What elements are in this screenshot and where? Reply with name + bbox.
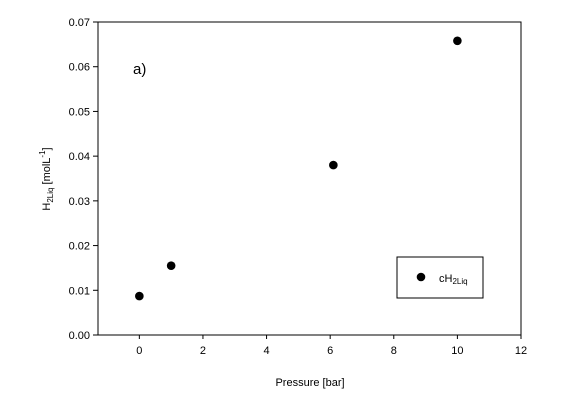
x-tick-label: 12 — [515, 345, 527, 357]
y-tick-label: 0.00 — [69, 330, 90, 342]
data-point — [329, 160, 338, 170]
data-point — [453, 36, 462, 46]
y-axis-title: H2Liq [molL-1] — [38, 147, 55, 210]
data-point — [166, 261, 176, 270]
legend-label: cH2Liq — [439, 273, 468, 286]
x-tick-label: 10 — [451, 345, 463, 357]
legend-box — [396, 256, 484, 299]
x-tick-label: 6 — [327, 345, 333, 357]
x-axis: 0 2 4 6 8 10 12 — [136, 335, 527, 357]
y-tick-label: 0.04 — [69, 151, 90, 163]
y-axis: 0.00 0.01 0.02 0.03 0.04 0.05 0.06 0.07 — [69, 17, 98, 342]
y-tick-label: 0.02 — [69, 241, 90, 253]
series-points — [135, 36, 462, 301]
data-point — [135, 291, 144, 301]
legend-marker — [416, 272, 426, 282]
plot-frame — [97, 21, 522, 336]
x-tick-label: 0 — [136, 345, 142, 357]
x-tick-label: 2 — [200, 345, 206, 357]
legend: cH2Liq — [396, 256, 484, 299]
y-tick-label: 0.06 — [69, 62, 90, 74]
annotation-label: a) — [133, 61, 146, 78]
x-tick-label: 4 — [264, 345, 270, 357]
x-tick-label: 8 — [391, 345, 397, 357]
x-axis-title: Pressure [bar] — [275, 377, 344, 389]
y-tick-label: 0.03 — [69, 196, 90, 208]
y-tick-label: 0.07 — [69, 17, 90, 29]
y-tick-label: 0.01 — [69, 285, 90, 297]
y-tick-label: 0.05 — [69, 106, 90, 118]
